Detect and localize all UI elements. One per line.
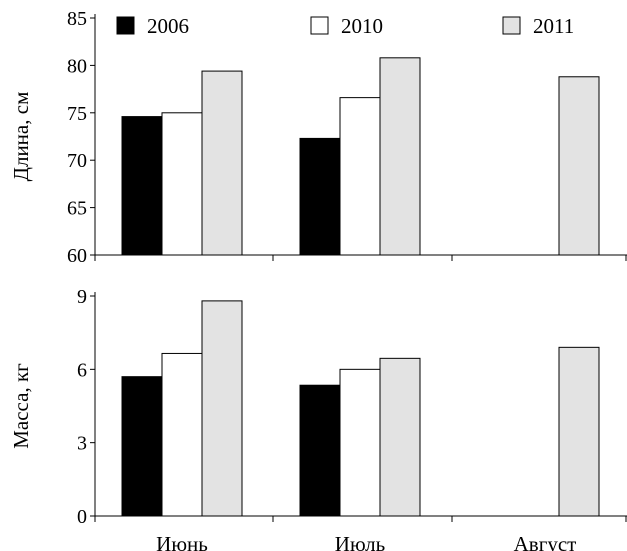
y-tick-label: 60 [67, 245, 87, 267]
bar-2010-2 [339, 97, 381, 256]
bar-2010-1 [161, 352, 203, 517]
y-tick-label: 65 [67, 198, 87, 220]
bar-2006-2 [299, 137, 341, 256]
y-tick-label: 6 [77, 359, 87, 381]
category-label: Июнь [156, 532, 208, 551]
legend: 2006 2010 2011 [116, 14, 574, 38]
bar-2006-2 [299, 384, 341, 517]
legend-swatch [502, 16, 521, 35]
y-tick-label: 9 [77, 286, 87, 308]
bar-2006-1 [121, 116, 163, 256]
bar-2011-2 [379, 357, 421, 517]
legend-item-2011: 2011 [502, 14, 574, 38]
y-tick-label: 75 [67, 103, 87, 125]
bar-2006-1 [121, 376, 163, 517]
y-tick-label: 70 [67, 150, 87, 172]
y-tick-label: 3 [77, 433, 87, 455]
y-tick-label: 0 [77, 506, 87, 528]
category-label: Июль [335, 532, 385, 551]
panel-1: 60 65 70 75 80 85 Длина, см [9, 8, 627, 267]
legend-item-2010: 2010 [310, 14, 383, 38]
legend-swatch [310, 16, 329, 35]
y-axis-label: Масса, кг [9, 363, 33, 449]
y-tick-label: 80 [67, 55, 87, 77]
category-label: Август [514, 532, 577, 551]
legend-label: 2011 [533, 14, 574, 38]
bar-2010-2 [339, 368, 381, 517]
bar-2011-3 [558, 346, 600, 517]
bar-2011-1 [201, 300, 243, 517]
bar-2010-1 [161, 112, 203, 256]
legend-label: 2010 [341, 14, 383, 38]
legend-label: 2006 [147, 14, 189, 38]
bar-2011-2 [379, 57, 421, 256]
panel-2: 0 3 6 9 Масса, кг [9, 286, 627, 528]
legend-swatch [116, 16, 135, 35]
bar-2011-1 [201, 70, 243, 256]
y-tick-label: 85 [67, 8, 87, 30]
bar-2011-3 [558, 76, 600, 256]
y-axis-label: Длина, см [9, 92, 33, 182]
legend-item-2006: 2006 [116, 14, 189, 38]
